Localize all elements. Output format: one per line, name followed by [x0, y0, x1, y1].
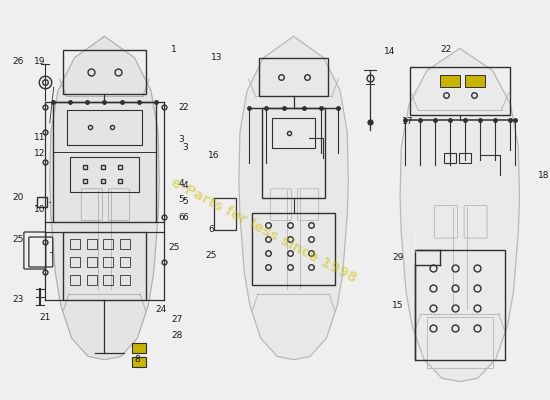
Bar	[258, 58, 328, 96]
Text: 6: 6	[208, 226, 214, 234]
Bar	[70, 257, 80, 267]
Bar	[120, 239, 130, 249]
Text: 15: 15	[392, 300, 404, 310]
Text: 20: 20	[12, 194, 24, 202]
Text: 5: 5	[178, 196, 184, 204]
Text: 11: 11	[34, 134, 46, 142]
Bar	[103, 239, 113, 249]
Text: 25: 25	[205, 252, 217, 260]
Polygon shape	[239, 36, 348, 360]
Text: 3: 3	[178, 136, 184, 144]
Bar	[120, 275, 130, 285]
Text: 5: 5	[182, 198, 188, 206]
Text: 24: 24	[156, 306, 167, 314]
Text: 2: 2	[178, 104, 184, 112]
Bar	[86, 275, 97, 285]
Text: 23: 23	[12, 296, 24, 304]
Bar	[103, 257, 113, 267]
Text: 13: 13	[211, 54, 223, 62]
Bar	[133, 343, 146, 353]
Text: 27: 27	[172, 316, 183, 324]
Bar	[67, 110, 142, 145]
Text: 28: 28	[172, 330, 183, 340]
Bar	[63, 50, 146, 94]
Bar	[120, 257, 130, 267]
Text: 18: 18	[537, 170, 549, 180]
Polygon shape	[50, 36, 160, 360]
Text: 17: 17	[402, 118, 414, 126]
Text: 14: 14	[384, 48, 396, 56]
Text: 12: 12	[34, 148, 46, 158]
Bar	[70, 239, 80, 249]
Bar	[444, 153, 456, 163]
Bar	[86, 257, 97, 267]
Bar	[53, 102, 156, 222]
Text: 29: 29	[392, 254, 404, 262]
Bar	[133, 357, 146, 367]
Text: 8: 8	[134, 356, 140, 364]
Text: 26: 26	[12, 58, 24, 66]
Bar	[262, 108, 326, 198]
Text: 22: 22	[440, 46, 452, 54]
Bar	[70, 275, 80, 285]
Bar	[465, 75, 485, 87]
Text: 4: 4	[182, 180, 188, 190]
Bar	[86, 239, 97, 249]
Bar	[415, 250, 504, 360]
Text: 6: 6	[178, 214, 184, 222]
Bar	[103, 275, 113, 285]
Bar	[440, 75, 460, 87]
Polygon shape	[400, 48, 520, 382]
Bar	[427, 317, 493, 368]
Text: e-Parts for less since 1998: e-Parts for less since 1998	[168, 175, 359, 285]
Text: 25: 25	[168, 244, 180, 252]
Text: 1: 1	[171, 46, 177, 54]
Bar	[70, 157, 139, 192]
Text: 10: 10	[34, 206, 46, 214]
Text: 3: 3	[182, 144, 188, 152]
Bar	[272, 118, 316, 148]
Text: 2: 2	[182, 104, 188, 112]
Bar	[214, 198, 236, 230]
Text: 21: 21	[39, 314, 51, 322]
Text: 19: 19	[34, 58, 46, 66]
Bar	[410, 67, 509, 115]
Text: 16: 16	[208, 150, 219, 160]
Text: 4: 4	[178, 178, 184, 188]
Bar	[459, 153, 471, 163]
Text: 25: 25	[12, 236, 24, 244]
Bar	[252, 213, 336, 285]
Text: 6: 6	[182, 214, 188, 222]
Bar	[63, 232, 146, 300]
